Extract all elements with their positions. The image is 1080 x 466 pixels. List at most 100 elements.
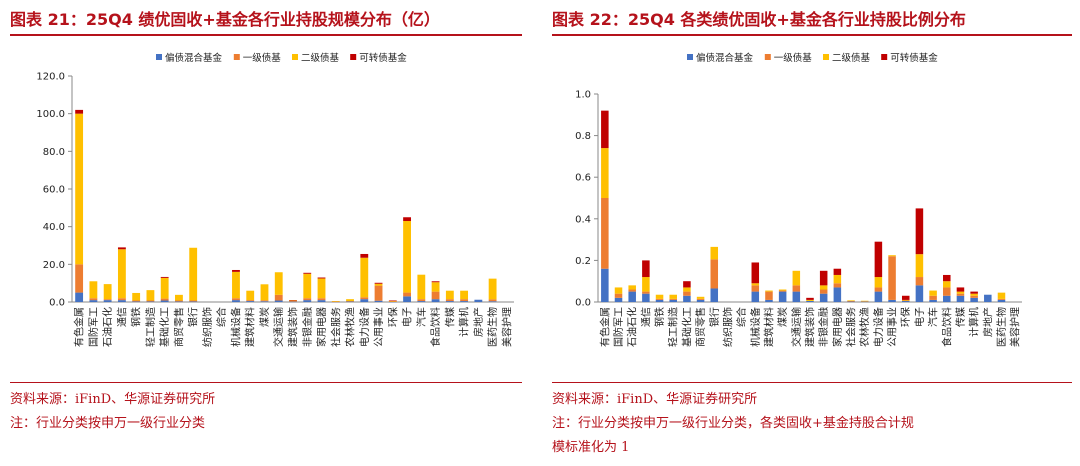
bar-segment	[360, 297, 369, 300]
bar-segment	[601, 110, 609, 149]
bar-segment	[778, 291, 787, 302]
bar-segment	[655, 294, 664, 299]
bar-segment	[403, 292, 411, 297]
x-tick-label: 银行	[708, 307, 721, 327]
bar-segment	[360, 257, 369, 298]
bar-segment	[601, 148, 609, 198]
x-tick-label: 房地产	[472, 307, 485, 337]
legend-swatch	[881, 54, 888, 60]
legend-swatch	[292, 54, 298, 60]
bar-segment	[847, 300, 855, 302]
bar-segment	[915, 277, 924, 286]
title-divider	[552, 34, 1072, 36]
bar-segment	[696, 296, 705, 299]
bar-segment	[75, 109, 84, 114]
bar-segment	[833, 274, 842, 284]
bar-segment	[160, 277, 169, 299]
bar-segment	[956, 295, 965, 302]
bar-segment	[669, 294, 677, 299]
bar-segment	[696, 298, 705, 300]
bar-segment	[232, 271, 240, 299]
bar-segment	[929, 299, 937, 302]
bar-segment	[445, 299, 454, 302]
bar-segment	[417, 274, 426, 300]
legend-label: 可转债基金	[359, 52, 407, 64]
x-tick-label: 建筑装饰	[287, 307, 300, 347]
x-tick-label: 钢铁	[653, 307, 666, 327]
x-tick-label: 建筑材料	[244, 307, 257, 347]
bar-segment	[956, 293, 965, 296]
x-tick-label: 机械设备	[229, 307, 242, 347]
y-tick-label: 0.4	[575, 214, 591, 225]
bar-segment	[806, 299, 814, 301]
x-tick-label: 美容护理	[500, 307, 513, 347]
y-tick-label: 100.0	[36, 109, 65, 120]
bar-segment	[833, 287, 842, 302]
bar-segment	[103, 300, 112, 302]
bar-segment	[792, 285, 801, 292]
bar-segment	[710, 246, 719, 260]
bar-segment	[847, 301, 855, 303]
y-tick-label: 20.0	[43, 260, 65, 271]
bar-segment	[75, 292, 84, 302]
bar-segment	[388, 301, 397, 302]
bar-segment	[614, 293, 623, 298]
bar-segment	[317, 277, 326, 279]
bar-segment	[417, 301, 426, 302]
bar-segment	[146, 300, 155, 302]
bar-segment	[103, 299, 112, 301]
x-tick-label: 公用事业	[372, 307, 385, 347]
footer-divider	[552, 382, 1072, 383]
x-tick-label: 社会服务	[845, 307, 858, 347]
bar-segment	[317, 300, 326, 302]
x-tick-label: 美容护理	[1009, 307, 1022, 347]
bar-segment	[806, 300, 814, 302]
x-tick-label: 纺织服饰	[721, 307, 734, 347]
x-tick-label: 环保	[899, 307, 912, 327]
x-tick-label: 传媒	[444, 307, 456, 327]
bar-segment	[778, 290, 787, 292]
x-tick-label: 计算机	[968, 307, 981, 337]
legend-label: 二级债基	[301, 52, 340, 64]
bar-segment	[874, 277, 883, 288]
bar-segment	[232, 269, 240, 272]
bar-segment	[970, 295, 978, 298]
bar-segment	[860, 301, 869, 303]
bar-segment	[943, 281, 951, 288]
x-tick-label: 商贸零售	[694, 307, 707, 347]
bar-segment	[431, 281, 440, 283]
bar-segment	[460, 301, 469, 302]
bar-segment	[417, 299, 426, 302]
bar-segment	[246, 300, 255, 302]
bar-segment	[669, 299, 677, 302]
x-tick-label: 建筑材料	[762, 307, 775, 347]
x-tick-label: 汽车	[927, 307, 940, 327]
chart-panel-22: 图表 22：25Q4 各类绩优固收+基金各行业持股比例分布 偏债混合基金 一级债基…	[552, 0, 1072, 466]
bar-segment	[346, 299, 354, 302]
bar-segment	[710, 288, 719, 302]
bar-segment	[346, 301, 354, 302]
bar-segment	[943, 295, 951, 302]
bar-segment	[460, 299, 469, 302]
bar-segment	[888, 255, 896, 257]
y-tick-label: 60.0	[43, 185, 65, 196]
bar-chart-22: 偏债混合基金 一级债基 二级债基 可转债基金 0.0 0.2 0.4 0.6 0.8 1.0 有色金…	[575, 52, 1022, 347]
y-tick-label: 0.6	[575, 173, 591, 184]
source-note: 资料来源：iFinD、华源证券研究所	[10, 392, 216, 407]
bar-segment	[274, 294, 283, 301]
bar-segment	[614, 297, 623, 302]
bar-segment	[874, 241, 883, 278]
bar-segment	[970, 293, 978, 296]
bar-segment	[360, 253, 369, 258]
x-tick-label: 综合	[215, 307, 228, 327]
x-tick-label: 轻工制造	[667, 307, 680, 347]
bar-segment	[175, 301, 183, 302]
bar-segment	[915, 285, 924, 302]
bar-segment	[374, 283, 383, 286]
bar-segment	[488, 278, 497, 300]
bar-segment	[160, 300, 169, 302]
legend-label: 偏债混合基金	[696, 52, 754, 64]
bar-segment	[117, 247, 126, 250]
x-tick-label: 通信	[640, 307, 652, 327]
bar-segment	[792, 270, 801, 286]
